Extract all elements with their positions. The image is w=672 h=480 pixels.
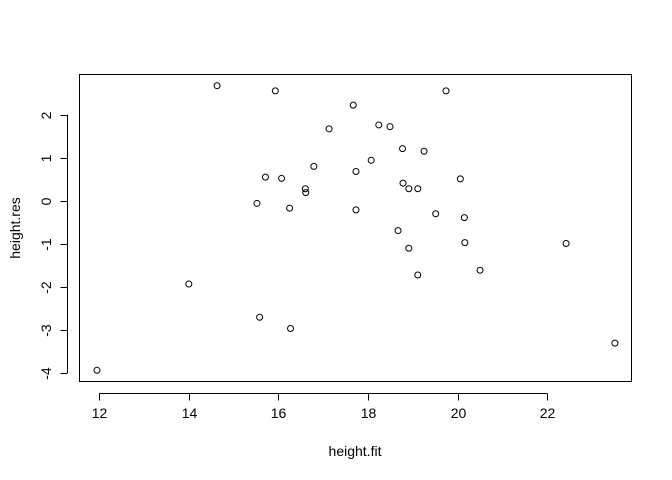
data-point bbox=[271, 87, 279, 95]
data-point bbox=[375, 121, 383, 129]
data-point bbox=[367, 156, 375, 164]
data-point bbox=[261, 173, 269, 181]
data-point bbox=[460, 214, 468, 222]
y-tick-label: -1 bbox=[38, 238, 54, 251]
x-tick-label: 12 bbox=[92, 405, 108, 421]
data-point bbox=[93, 366, 101, 374]
data-point bbox=[420, 147, 428, 155]
x-tick-label: 14 bbox=[182, 405, 198, 421]
data-point bbox=[325, 125, 333, 133]
data-point bbox=[442, 87, 450, 95]
data-point bbox=[394, 227, 402, 235]
x-axis: 12 14 16 18 20 22 bbox=[92, 393, 556, 421]
data-point bbox=[414, 271, 422, 279]
x-tick-label: 18 bbox=[361, 405, 377, 421]
data-point bbox=[414, 185, 422, 193]
y-tick-label: 0 bbox=[38, 197, 54, 205]
data-point bbox=[405, 185, 413, 193]
data-point bbox=[461, 239, 469, 247]
data-point bbox=[399, 145, 407, 153]
data-point bbox=[310, 162, 318, 170]
data-point bbox=[302, 189, 310, 197]
data-point bbox=[611, 339, 619, 347]
data-point bbox=[352, 168, 360, 176]
y-axis: -4 -3 -2 -1 0 1 2 bbox=[38, 111, 68, 380]
data-point bbox=[301, 185, 309, 193]
data-point bbox=[562, 240, 570, 248]
data-point bbox=[286, 204, 294, 212]
y-tick-label: -3 bbox=[38, 324, 54, 337]
data-point bbox=[256, 313, 264, 321]
data-point bbox=[278, 174, 286, 182]
data-point bbox=[253, 199, 261, 207]
data-point bbox=[456, 175, 464, 183]
y-tick-label: 1 bbox=[38, 154, 54, 162]
data-point bbox=[352, 206, 360, 214]
data-point bbox=[432, 210, 440, 218]
y-tick-label: -2 bbox=[38, 281, 54, 294]
y-tick-label: -4 bbox=[38, 367, 54, 380]
data-point bbox=[476, 266, 484, 274]
x-axis-title: height.fit bbox=[329, 443, 382, 459]
data-point bbox=[287, 324, 295, 332]
x-tick-label: 20 bbox=[451, 405, 467, 421]
y-tick-label: 2 bbox=[38, 111, 54, 119]
plot-frame bbox=[79, 74, 632, 382]
data-point bbox=[386, 123, 394, 131]
data-point bbox=[185, 280, 193, 288]
x-tick-label: 16 bbox=[271, 405, 287, 421]
data-points bbox=[93, 82, 619, 374]
data-point bbox=[405, 244, 413, 252]
y-axis-title: height.res bbox=[7, 197, 23, 258]
x-tick-label: 22 bbox=[540, 405, 556, 421]
data-point bbox=[349, 101, 357, 109]
data-point bbox=[399, 179, 407, 187]
data-point bbox=[213, 82, 221, 90]
